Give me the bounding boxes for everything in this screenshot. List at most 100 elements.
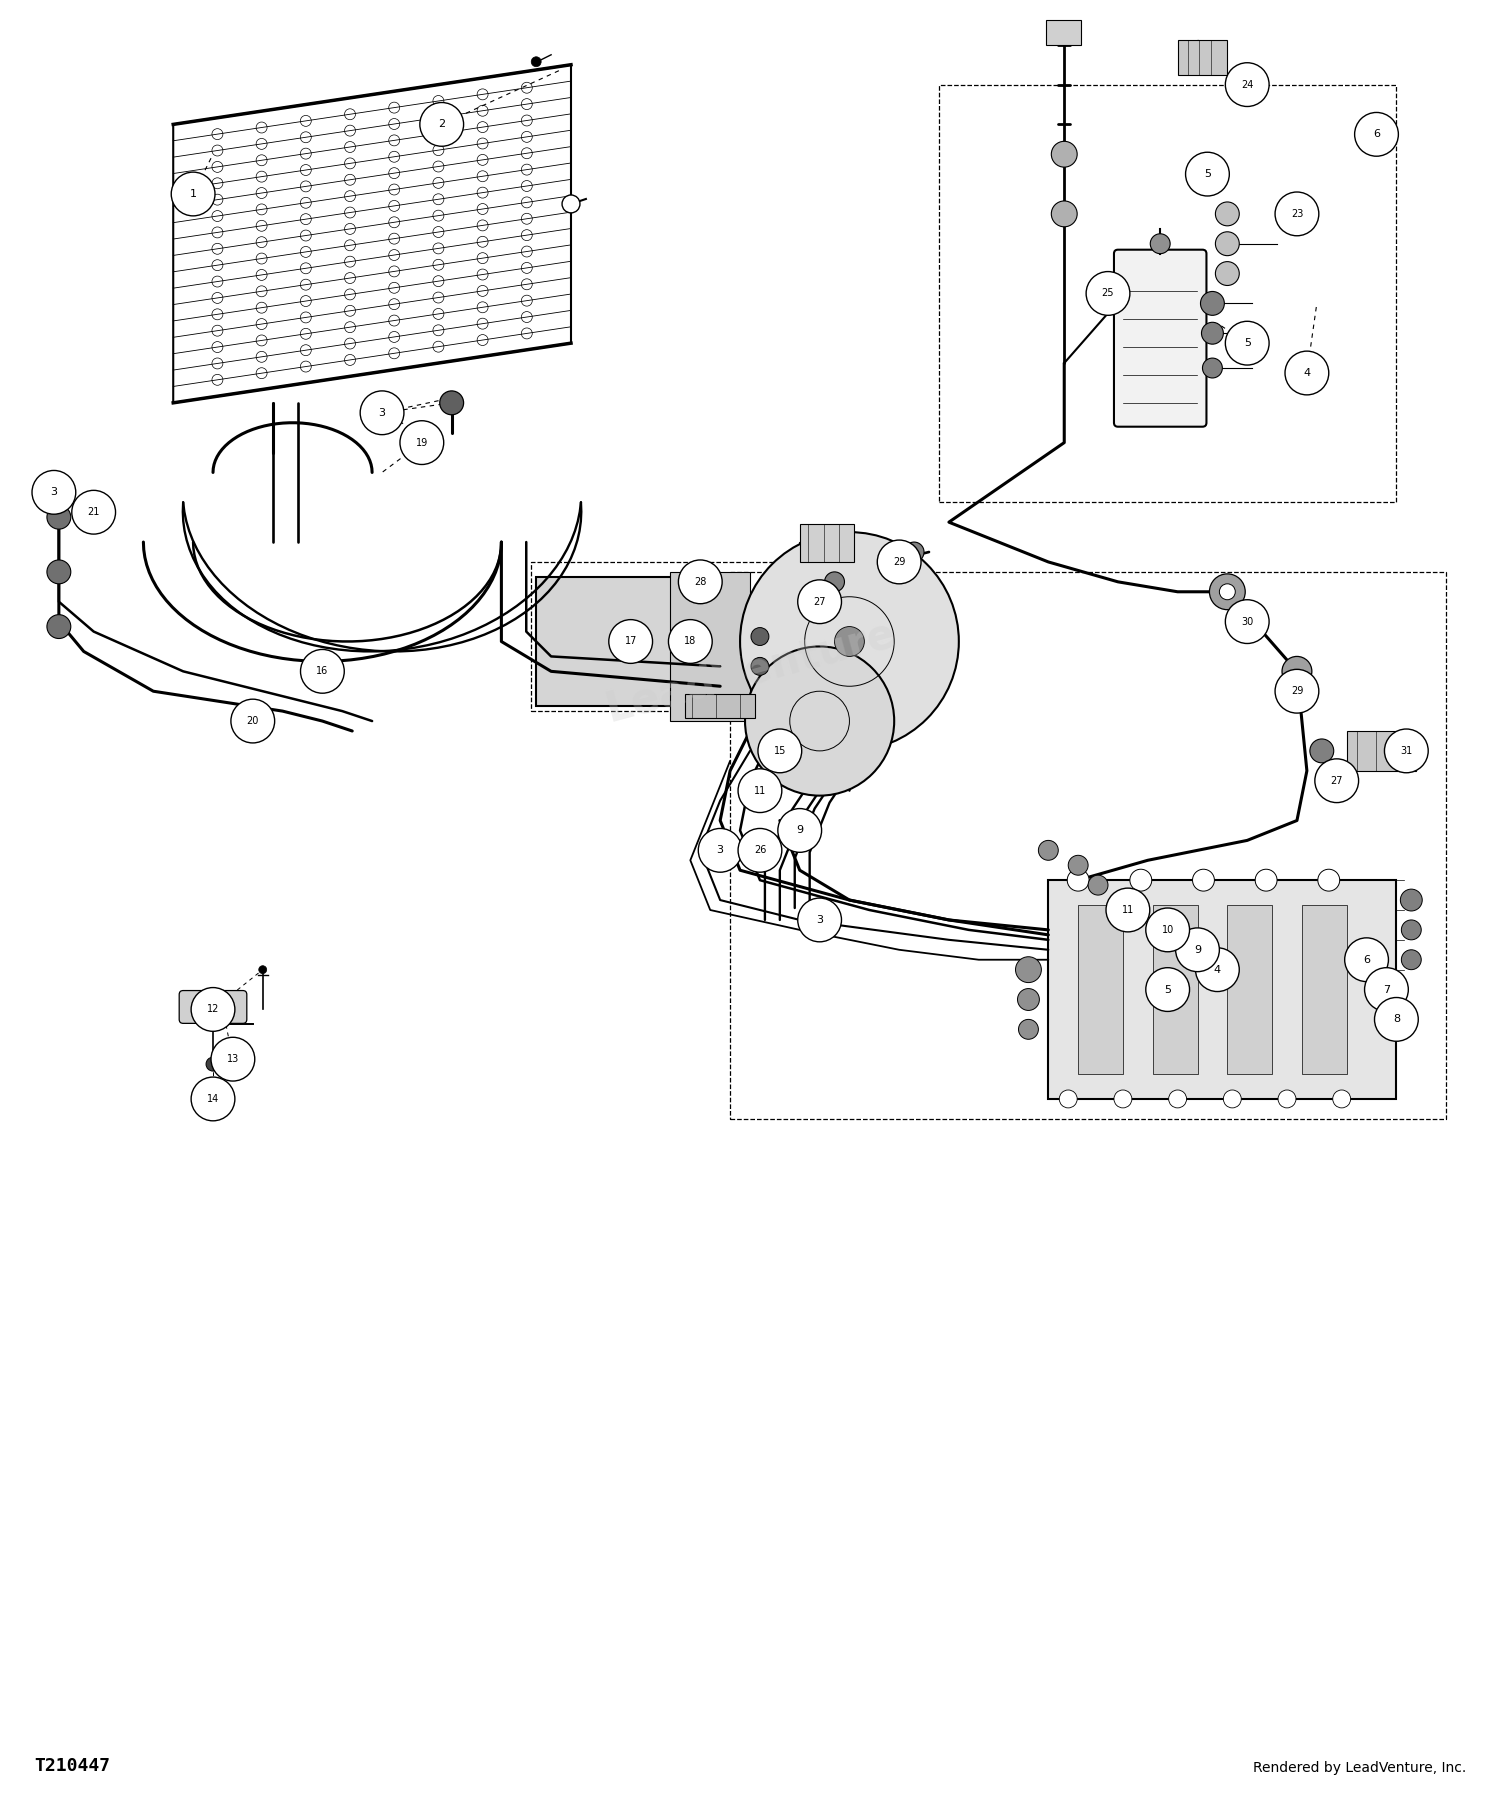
Text: 12: 12	[207, 1005, 219, 1014]
Circle shape	[1215, 202, 1239, 226]
Circle shape	[1275, 670, 1318, 713]
Circle shape	[609, 619, 652, 662]
Bar	[536, 577, 686, 706]
Circle shape	[258, 966, 267, 974]
Circle shape	[1278, 1090, 1296, 1108]
Text: 24: 24	[1240, 80, 1254, 89]
Text: 29: 29	[1292, 686, 1304, 697]
Circle shape	[1318, 870, 1340, 892]
Circle shape	[1086, 271, 1130, 315]
Circle shape	[1226, 601, 1269, 644]
Circle shape	[1224, 1090, 1242, 1108]
Circle shape	[562, 195, 580, 213]
Circle shape	[1176, 928, 1219, 972]
Circle shape	[1215, 262, 1239, 286]
Circle shape	[778, 808, 822, 852]
Text: 9: 9	[796, 826, 804, 835]
Text: 2: 2	[438, 120, 446, 129]
Circle shape	[904, 542, 924, 562]
Circle shape	[1059, 1090, 1077, 1108]
Circle shape	[1146, 908, 1190, 952]
Circle shape	[46, 561, 70, 584]
FancyBboxPatch shape	[1114, 249, 1206, 426]
Text: T210447: T210447	[34, 1756, 110, 1774]
Text: LeadVenture: LeadVenture	[600, 612, 900, 730]
Circle shape	[531, 56, 542, 67]
Text: Rendered by LeadVenture, Inc.: Rendered by LeadVenture, Inc.	[1252, 1762, 1466, 1774]
Circle shape	[46, 615, 70, 639]
Circle shape	[1344, 937, 1389, 981]
Circle shape	[32, 470, 76, 515]
Text: 9: 9	[1194, 945, 1202, 956]
Bar	[1047, 20, 1082, 46]
Text: 3: 3	[378, 408, 386, 419]
Circle shape	[738, 768, 782, 812]
Circle shape	[420, 102, 464, 146]
Text: 11: 11	[754, 786, 766, 795]
Text: 5: 5	[1204, 169, 1210, 178]
Circle shape	[1401, 890, 1422, 912]
Circle shape	[878, 541, 921, 584]
Bar	[939, 84, 1396, 502]
Bar	[1078, 905, 1124, 1074]
Circle shape	[1215, 231, 1239, 255]
Text: 27: 27	[1330, 775, 1342, 786]
Circle shape	[1052, 142, 1077, 167]
Text: 23: 23	[1292, 209, 1304, 218]
Circle shape	[1286, 351, 1329, 395]
Circle shape	[171, 173, 214, 217]
Circle shape	[1220, 584, 1236, 601]
Circle shape	[1017, 988, 1040, 1010]
Text: 13: 13	[226, 1054, 238, 1065]
Circle shape	[1130, 870, 1152, 892]
Bar	[800, 524, 855, 562]
Circle shape	[740, 531, 958, 752]
Text: 4: 4	[1304, 368, 1311, 379]
Circle shape	[1310, 739, 1334, 763]
Circle shape	[1185, 153, 1230, 197]
Circle shape	[752, 657, 770, 675]
Text: 8: 8	[1394, 1014, 1400, 1025]
Circle shape	[190, 1077, 236, 1121]
Circle shape	[1374, 997, 1419, 1041]
Circle shape	[1150, 233, 1170, 253]
Text: 18: 18	[684, 637, 696, 646]
Text: 11: 11	[1122, 905, 1134, 915]
Circle shape	[699, 828, 742, 872]
Bar	[686, 693, 754, 719]
Circle shape	[758, 730, 801, 774]
Text: 14: 14	[207, 1094, 219, 1105]
Circle shape	[1192, 870, 1215, 892]
Text: 3: 3	[816, 915, 824, 925]
Circle shape	[1226, 322, 1269, 366]
Text: 5: 5	[1244, 339, 1251, 348]
Circle shape	[1038, 841, 1059, 861]
Circle shape	[300, 650, 345, 693]
Circle shape	[190, 988, 236, 1032]
Text: 30: 30	[1240, 617, 1254, 626]
Circle shape	[1401, 919, 1420, 939]
Circle shape	[1168, 1090, 1186, 1108]
Circle shape	[400, 420, 444, 464]
Text: 27: 27	[813, 597, 826, 606]
Circle shape	[45, 479, 74, 506]
Circle shape	[1365, 968, 1408, 1012]
Circle shape	[1088, 875, 1108, 895]
Text: 7: 7	[1383, 985, 1390, 994]
Bar	[730, 571, 1446, 1119]
Circle shape	[440, 391, 464, 415]
Text: 21: 21	[87, 508, 100, 517]
Circle shape	[1200, 291, 1224, 315]
Bar	[531, 562, 909, 712]
Circle shape	[72, 490, 116, 533]
Text: 6: 6	[1364, 956, 1370, 965]
Circle shape	[1316, 759, 1359, 803]
Circle shape	[1354, 113, 1398, 157]
Circle shape	[798, 897, 842, 941]
Bar	[1227, 905, 1272, 1074]
Circle shape	[678, 561, 722, 604]
Text: 31: 31	[1400, 746, 1413, 755]
Circle shape	[1146, 968, 1190, 1012]
Circle shape	[1196, 948, 1239, 992]
Circle shape	[1068, 855, 1088, 875]
